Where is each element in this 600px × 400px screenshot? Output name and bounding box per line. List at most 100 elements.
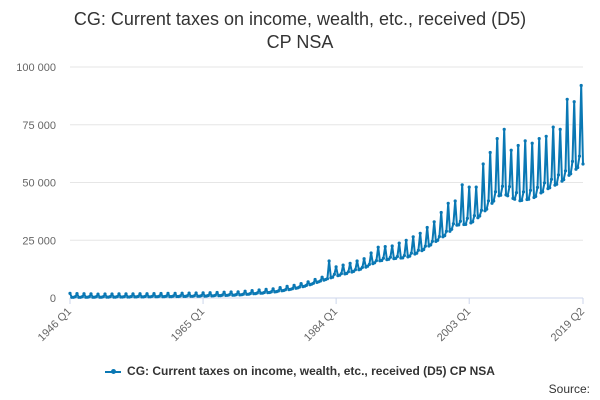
data-point[interactable] xyxy=(422,247,426,252)
data-point[interactable] xyxy=(222,290,226,294)
data-point[interactable] xyxy=(556,173,561,177)
data-point[interactable] xyxy=(390,244,394,248)
data-point[interactable] xyxy=(492,199,496,203)
data-point[interactable] xyxy=(152,292,156,296)
data-point[interactable] xyxy=(453,199,457,203)
data-point[interactable] xyxy=(262,290,266,295)
data-point[interactable] xyxy=(299,282,303,286)
data-point[interactable] xyxy=(432,220,436,224)
data-point[interactable] xyxy=(178,294,182,298)
data-point[interactable] xyxy=(80,295,84,299)
data-point[interactable] xyxy=(87,295,91,299)
data-point[interactable] xyxy=(581,162,585,166)
data-point[interactable] xyxy=(502,127,506,131)
data-point[interactable] xyxy=(562,178,566,182)
data-point[interactable] xyxy=(332,272,336,276)
data-point[interactable] xyxy=(157,294,161,298)
data-point[interactable] xyxy=(544,134,548,138)
data-point[interactable] xyxy=(471,220,475,224)
data-point[interactable] xyxy=(450,227,454,231)
data-point[interactable] xyxy=(493,190,498,194)
data-point[interactable] xyxy=(576,165,580,170)
data-point[interactable] xyxy=(537,137,541,141)
data-point[interactable] xyxy=(334,265,338,269)
data-point[interactable] xyxy=(542,181,547,185)
data-point[interactable] xyxy=(520,198,524,202)
data-point[interactable] xyxy=(292,283,296,287)
data-point[interactable] xyxy=(348,261,352,265)
data-point[interactable] xyxy=(565,97,569,101)
data-point[interactable] xyxy=(115,295,119,299)
data-point[interactable] xyxy=(521,190,526,194)
data-point[interactable] xyxy=(355,259,359,263)
data-point[interactable] xyxy=(472,214,476,218)
data-point[interactable] xyxy=(397,241,401,245)
data-point[interactable] xyxy=(528,188,533,192)
data-point[interactable] xyxy=(325,277,329,281)
data-point[interactable] xyxy=(318,279,322,283)
data-point[interactable] xyxy=(313,277,317,282)
data-point[interactable] xyxy=(311,281,315,285)
data-point[interactable] xyxy=(374,259,378,263)
data-point[interactable] xyxy=(122,295,126,299)
data-point[interactable] xyxy=(143,294,147,298)
data-point[interactable] xyxy=(360,265,364,269)
data-point[interactable] xyxy=(117,292,121,296)
data-point[interactable] xyxy=(411,235,415,239)
data-point[interactable] xyxy=(577,154,582,158)
data-point[interactable] xyxy=(269,290,273,294)
data-point[interactable] xyxy=(369,251,373,255)
data-point[interactable] xyxy=(464,222,468,226)
data-point[interactable] xyxy=(555,182,559,186)
data-point[interactable] xyxy=(320,275,324,279)
data-point[interactable] xyxy=(304,283,308,287)
data-point[interactable] xyxy=(551,125,555,129)
data-point[interactable] xyxy=(362,257,366,261)
data-point[interactable] xyxy=(439,210,443,215)
data-point[interactable] xyxy=(429,243,433,247)
data-point[interactable] xyxy=(94,295,98,299)
data-point[interactable] xyxy=(229,290,233,294)
data-point[interactable] xyxy=(563,169,568,173)
data-point[interactable] xyxy=(465,216,469,220)
data-point[interactable] xyxy=(402,253,406,258)
data-point[interactable] xyxy=(523,139,527,143)
legend[interactable]: CG: Current taxes on income, wealth, etc… xyxy=(0,364,600,378)
data-point[interactable] xyxy=(264,287,268,291)
data-point[interactable] xyxy=(353,268,357,272)
data-point[interactable] xyxy=(346,270,350,274)
data-point[interactable] xyxy=(488,150,492,155)
data-point[interactable] xyxy=(150,294,154,298)
data-point[interactable] xyxy=(570,159,575,163)
data-point[interactable] xyxy=(500,184,505,188)
data-point[interactable] xyxy=(194,291,198,295)
data-point[interactable] xyxy=(415,251,419,255)
data-point[interactable] xyxy=(474,185,478,189)
data-point[interactable] xyxy=(89,292,93,296)
data-point[interactable] xyxy=(96,292,100,296)
data-point[interactable] xyxy=(68,291,72,295)
data-point[interactable] xyxy=(481,162,485,166)
data-point[interactable] xyxy=(381,256,385,260)
data-point[interactable] xyxy=(423,244,427,248)
data-point[interactable] xyxy=(376,245,380,249)
data-point[interactable] xyxy=(213,293,217,297)
data-point[interactable] xyxy=(131,292,135,296)
data-point[interactable] xyxy=(185,294,189,298)
data-point[interactable] xyxy=(285,284,289,288)
data-point[interactable] xyxy=(145,292,149,296)
data-point[interactable] xyxy=(430,239,434,243)
data-point[interactable] xyxy=(283,288,287,292)
data-point[interactable] xyxy=(166,291,170,295)
data-point[interactable] xyxy=(180,291,184,295)
data-point[interactable] xyxy=(187,291,191,295)
data-point[interactable] xyxy=(457,223,461,227)
data-point[interactable] xyxy=(124,292,128,296)
data-point[interactable] xyxy=(485,207,489,211)
data-point[interactable] xyxy=(443,234,447,238)
data-point[interactable] xyxy=(159,291,163,296)
data-point[interactable] xyxy=(331,275,335,279)
data-point[interactable] xyxy=(408,254,412,258)
data-point[interactable] xyxy=(380,258,384,263)
data-point[interactable] xyxy=(367,262,371,266)
